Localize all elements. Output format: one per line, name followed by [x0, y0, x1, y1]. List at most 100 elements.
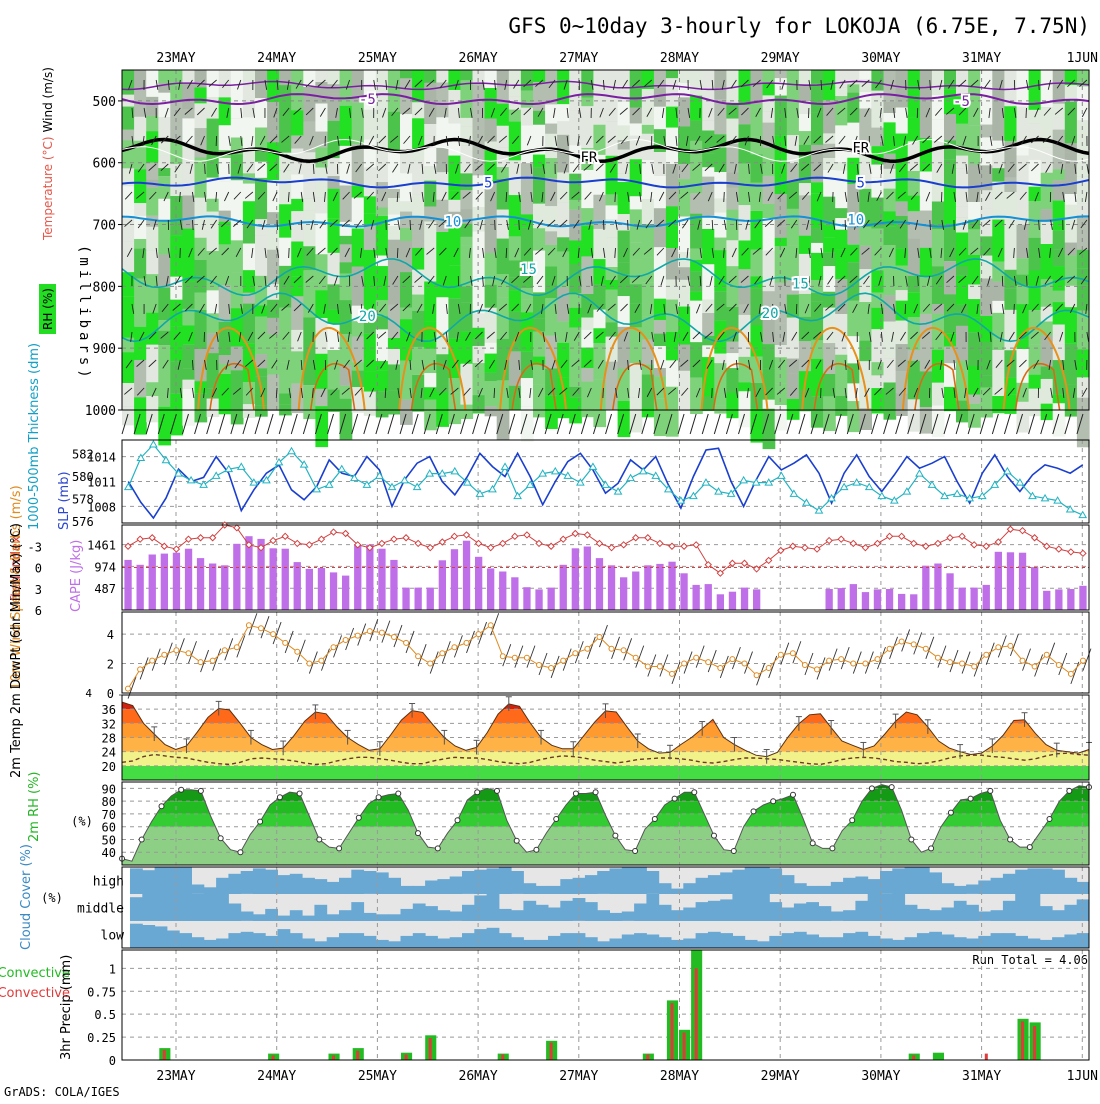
rh-patch [726, 172, 739, 187]
cloud-cell [499, 867, 512, 894]
rh-patch [460, 237, 473, 245]
rh-patch [328, 189, 341, 219]
wind10m-point [537, 663, 542, 668]
rh-point [909, 837, 914, 842]
rh-patch [533, 365, 546, 385]
rh-patch [340, 186, 353, 222]
rh-patch [231, 272, 244, 308]
cape-bar [475, 557, 482, 610]
li-tick-label: 6 [35, 604, 42, 618]
rh-patch [956, 276, 969, 305]
rh-patch [146, 396, 159, 422]
wind-barb [724, 192, 725, 202]
rh-patch [787, 101, 800, 136]
precip-conv-bar [1021, 1022, 1024, 1061]
rh-patch [219, 222, 232, 245]
rh-patch [944, 140, 957, 159]
rh-patch [376, 391, 389, 417]
cloud-cell [917, 933, 930, 948]
rh-patch [533, 228, 546, 250]
rh-patch [811, 396, 824, 427]
rh-patch [666, 332, 679, 360]
wind10m-point [839, 657, 844, 662]
rh-patch [884, 122, 897, 153]
rh-point [179, 787, 184, 792]
rh-patch [968, 366, 981, 395]
rh-patch [279, 171, 292, 205]
rh-patch [158, 255, 171, 288]
cloud-cell [610, 939, 623, 948]
rh-patch [823, 170, 836, 197]
rh-point [416, 831, 421, 836]
rh-patch [980, 376, 993, 388]
wind-barb [397, 248, 398, 258]
cloud-cell [757, 867, 770, 894]
rh-patch [1065, 255, 1078, 286]
rh-patch [618, 401, 631, 437]
rh-patch [243, 117, 256, 150]
cloud-cell [659, 883, 672, 894]
rh-patch [219, 70, 232, 97]
rh-point [1027, 845, 1032, 850]
rh-patch [412, 270, 425, 295]
cloud-cell [683, 939, 696, 948]
rh-patch [618, 102, 631, 126]
cloud-cell [905, 937, 918, 948]
rh-point [554, 817, 559, 822]
rh-legend-label: RH (%) [41, 288, 55, 330]
wind10m-point [561, 658, 566, 663]
rh-patch [195, 394, 208, 423]
rh-patch [340, 262, 353, 273]
rh-patch [581, 257, 594, 295]
cloud-cell [511, 871, 524, 894]
cloud-cell [1003, 933, 1016, 948]
rh-patch [714, 199, 727, 213]
rh-patch [884, 322, 897, 359]
rh-band [122, 827, 1089, 865]
rh-patch [823, 238, 836, 253]
rh-patch [992, 369, 1005, 396]
rh-patch [182, 325, 195, 344]
thickness-ylabel: 1000-500mb Thickness (dm) [27, 343, 42, 530]
wind10m-point [670, 671, 675, 676]
contour-label: FR [580, 150, 597, 166]
rh-patch [400, 272, 413, 308]
bottom-date-label: 28MAY [660, 1069, 699, 1084]
cloud-cell [499, 909, 512, 921]
cloud-cell [142, 870, 155, 894]
top-date-label: 29MAY [761, 51, 800, 66]
cloud-cell [745, 894, 758, 921]
rh-patch [388, 271, 401, 304]
cloud-cell [732, 936, 745, 948]
rh-patch [787, 359, 800, 374]
rh-patch [195, 157, 208, 197]
rh-patch [497, 167, 510, 179]
wind10m-point [476, 632, 481, 637]
rh-patch [267, 318, 280, 335]
rh-point [1047, 817, 1052, 822]
rh-patch [352, 229, 365, 267]
cloud-cell [978, 912, 991, 921]
cloud-cell [782, 933, 795, 948]
cloud-cell [806, 935, 819, 949]
rh-patch [739, 124, 752, 163]
cloud-cell [646, 894, 659, 921]
cloud-cell [351, 902, 364, 921]
rh-patch [182, 380, 195, 389]
rh-point [731, 849, 736, 854]
cloud-cell [364, 913, 377, 921]
rh-patch [460, 303, 473, 332]
wind10m-point [524, 655, 529, 660]
cloud-cell [868, 936, 881, 948]
wind10m-point [815, 667, 820, 672]
rh-patch [1053, 250, 1066, 267]
rh-point [1008, 837, 1013, 842]
wind10m-point [923, 646, 928, 651]
rh-patch [134, 117, 147, 141]
rh-patch [195, 310, 208, 349]
rh-patch [714, 238, 727, 251]
rh-patch [557, 203, 570, 237]
cape-bar [161, 554, 168, 610]
rh-patch [400, 202, 413, 212]
top-date-label: 30MAY [861, 51, 900, 66]
